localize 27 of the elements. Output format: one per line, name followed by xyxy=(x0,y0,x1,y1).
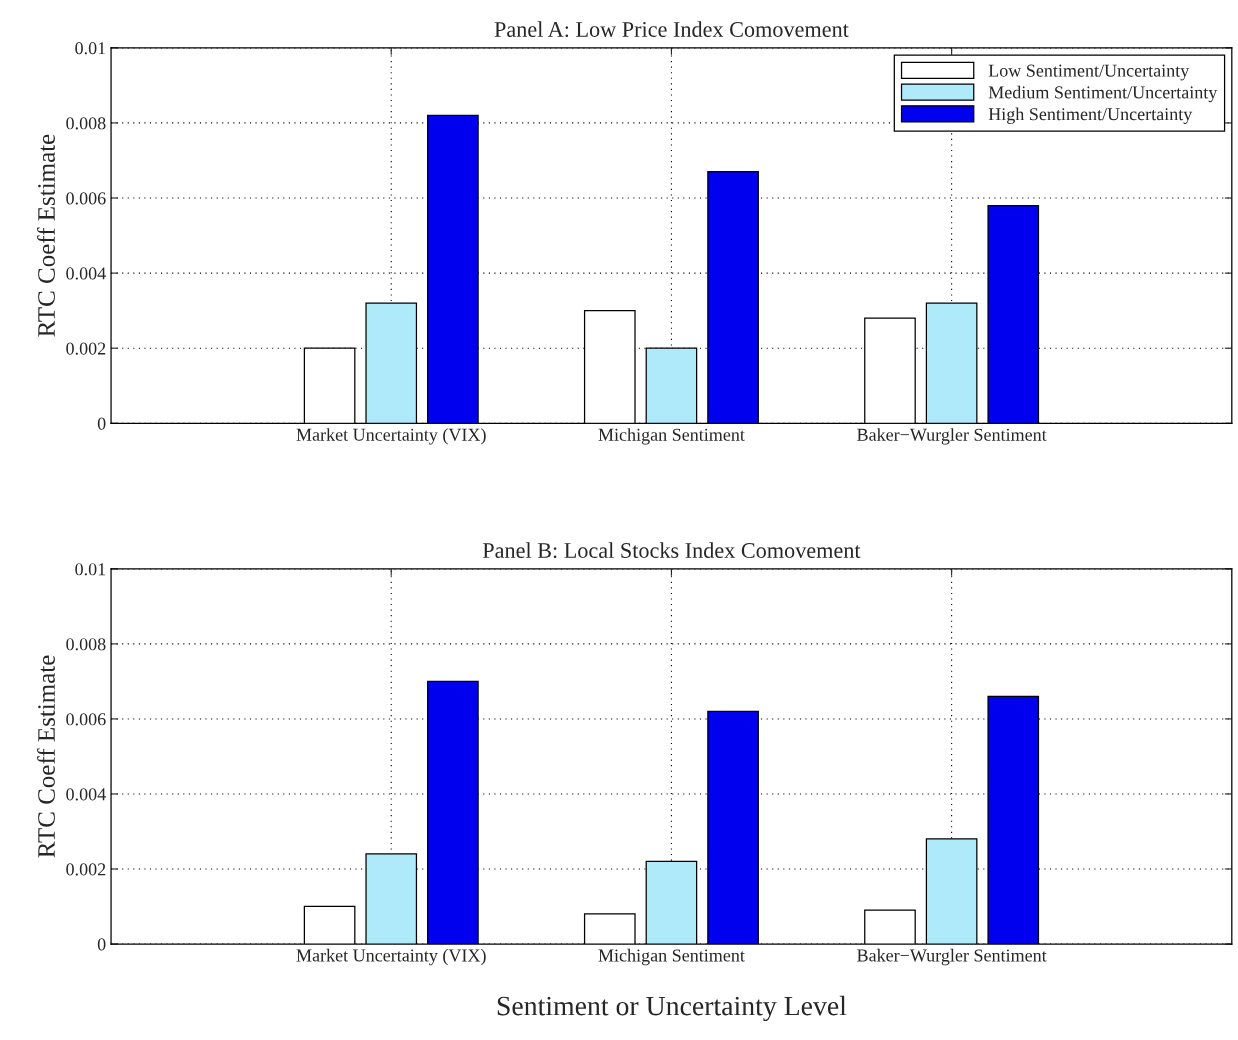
legend-label: High Sentiment/Uncertainty xyxy=(988,107,1193,124)
x-tick-label: Michigan Sentiment xyxy=(598,948,745,966)
bar xyxy=(925,302,978,424)
x-tick-label: Market Uncertainty (VIX) xyxy=(296,428,486,445)
x-tick-label: Market Uncertainty (VIX) xyxy=(296,948,486,966)
y-tick-label: 0.002 xyxy=(66,342,106,355)
x-tick-label: Michigan Sentiment xyxy=(598,428,745,445)
y-tick-label: 0.004 xyxy=(66,267,106,280)
y-tick-label: 0.002 xyxy=(66,863,106,876)
y-tick-label: 0.008 xyxy=(66,638,106,651)
y-tick-label: 0.008 xyxy=(66,117,106,130)
y-tick-label: 0 xyxy=(97,417,106,430)
x-axis-title: Sentiment or Uncertainty Level xyxy=(497,995,847,1022)
x-tick-label: Baker−Wurgler Sentiment xyxy=(857,428,1047,445)
chart-title: Panel A: Low Price Index Comovement xyxy=(494,21,849,38)
y-tick-label: 0.004 xyxy=(66,788,106,801)
y-axis-title: RTC Coeff Estimate xyxy=(37,655,55,858)
x-tick-label: Baker−Wurgler Sentiment xyxy=(857,948,1047,966)
y-tick-label: 0.01 xyxy=(75,563,106,576)
y-tick-label: 0.006 xyxy=(66,192,106,205)
y-tick-label: 0 xyxy=(97,938,106,951)
legend-label: Low Sentiment/Uncertainty xyxy=(988,64,1190,81)
y-tick-label: 0.006 xyxy=(66,713,106,726)
y-tick-label: 0.01 xyxy=(75,42,106,55)
y-axis-title: RTC Coeff Estimate xyxy=(37,134,55,337)
chart-title: Panel B: Local Stocks Index Comovement xyxy=(482,542,861,559)
legend-label: Medium Sentiment/Uncertainty xyxy=(988,85,1218,103)
